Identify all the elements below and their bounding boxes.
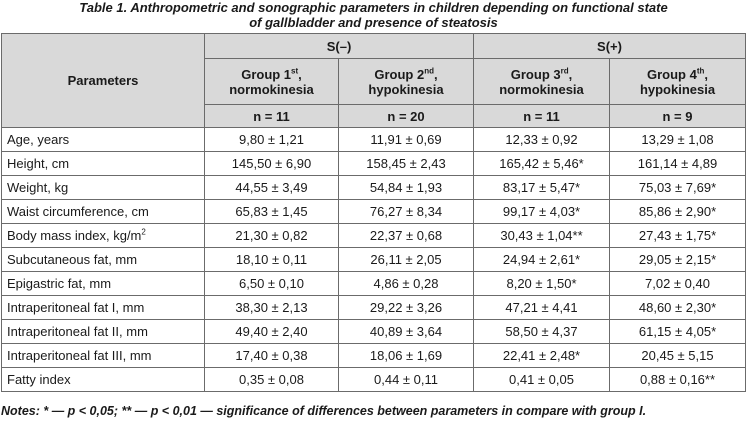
parameter-name: Epigastric fat, mm [1, 271, 205, 296]
value-cell: 0,44 ± 0,11 [338, 367, 474, 392]
value-cell: 54,84 ± 1,93 [338, 175, 474, 200]
parameter-name: Waist circumference, cm [1, 199, 205, 224]
group-n: n = 11 [204, 104, 339, 128]
value-cell: 7,02 ± 0,40 [608, 271, 747, 296]
group-n: n = 20 [338, 104, 474, 128]
value-cell: 145,50 ± 6,90 [204, 151, 339, 176]
header-row-n: n = 11 n = 20 n = 11 n = 9 [2, 104, 747, 128]
table-row: Body mass index, kg/m2 21,30 ± 0,82 22,37 … [1, 223, 747, 248]
value-cell: 29,05 ± 2,15* [608, 247, 747, 272]
value-cell: 11,91 ± 0,69 [338, 127, 474, 152]
table-row: Subcutaneous fat, mm 18,10 ± 0,11 26,11 ± … [1, 247, 747, 272]
value-cell: 49,40 ± 2,40 [204, 319, 339, 344]
caption-line-1: Table 1. Anthropometric and sonographic … [79, 0, 668, 15]
value-cell: 22,37 ± 0,68 [338, 223, 474, 248]
table-caption: Table 1. Anthropometric and sonographic … [0, 0, 747, 32]
table-row: Weight, kg 44,55 ± 3,49 54,84 ± 1,93 83,17 … [1, 175, 747, 200]
parameter-name: Weight, kg [1, 175, 205, 200]
value-cell: 0,88 ± 0,16** [608, 367, 747, 392]
caption-line-2: of gallbladder and presence of steatosis [249, 15, 498, 30]
s-minus-header: S(–) [204, 33, 474, 59]
value-cell: 27,43 ± 1,75* [608, 223, 747, 248]
table-row: Fatty index 0,35 ± 0,08 0,44 ± 0,11 0,41 ± … [1, 367, 747, 392]
value-cell: 65,83 ± 1,45 [204, 199, 339, 224]
group-header: Group 4th, hypokinesia [608, 58, 747, 105]
value-cell: 40,89 ± 3,64 [338, 319, 474, 344]
parameter-name: Fatty index [1, 367, 205, 392]
value-cell: 83,17 ± 5,47* [473, 175, 610, 200]
parameter-name: Body mass index, kg/m2 [1, 223, 205, 248]
value-cell: 17,40 ± 0,38 [204, 343, 339, 368]
table-row: Waist circumference, cm 65,83 ± 1,45 76,27… [1, 199, 747, 224]
group-header: Group 3rd, normokinesia [473, 58, 610, 105]
value-cell: 21,30 ± 0,82 [204, 223, 339, 248]
group-n: n = 11 [473, 104, 610, 128]
value-cell: 61,15 ± 4,05* [608, 319, 747, 344]
value-cell: 20,45 ± 5,15 [608, 343, 747, 368]
value-cell: 0,41 ± 0,05 [473, 367, 610, 392]
parameter-name: Subcutaneous fat, mm [1, 247, 205, 272]
value-cell: 85,86 ± 2,90* [608, 199, 747, 224]
group-header: Group 1st, normokinesia [204, 58, 339, 105]
value-cell: 8,20 ± 1,50* [473, 271, 610, 296]
value-cell: 30,43 ± 1,04** [473, 223, 610, 248]
value-cell: 158,45 ± 2,43 [338, 151, 474, 176]
table-row: Intraperitoneal fat II, mm 49,40 ± 2,40 40… [1, 319, 747, 344]
parameter-name: Age, years [1, 127, 205, 152]
table-header: Parameters S(–) S(+) Group 1st, normokine… [1, 33, 747, 128]
parameter-name: Intraperitoneal fat II, mm [1, 319, 205, 344]
table-row: Age, years 9,80 ± 1,21 11,91 ± 0,69 12,33 ±… [1, 127, 747, 152]
parameter-name: Intraperitoneal fat I, mm [1, 295, 205, 320]
value-cell: 99,17 ± 4,03* [473, 199, 610, 224]
value-cell: 4,86 ± 0,28 [338, 271, 474, 296]
parameter-name: Intraperitoneal fat III, mm [1, 343, 205, 368]
group-n: n = 9 [608, 104, 747, 128]
value-cell: 24,94 ± 2,61* [473, 247, 610, 272]
value-cell: 18,10 ± 0,11 [204, 247, 339, 272]
value-cell: 44,55 ± 3,49 [204, 175, 339, 200]
value-cell: 75,03 ± 7,69* [608, 175, 747, 200]
value-cell: 13,29 ± 1,08 [608, 127, 747, 152]
header-row-subgroups: Group 1st, normokinesia Group 2nd, hypokin… [2, 58, 747, 105]
header-row-groups: Parameters S(–) S(+) [1, 33, 747, 128]
value-cell: 76,27 ± 8,34 [338, 199, 474, 224]
value-cell: 9,80 ± 1,21 [204, 127, 339, 152]
value-cell: 18,06 ± 1,69 [338, 343, 474, 368]
value-cell: 47,21 ± 4,41 [473, 295, 610, 320]
table-row: Intraperitoneal fat III, mm 17,40 ± 0,38 1… [1, 343, 747, 368]
parameter-name: Height, cm [1, 151, 205, 176]
value-cell: 29,22 ± 3,26 [338, 295, 474, 320]
value-cell: 6,50 ± 0,10 [204, 271, 339, 296]
group-header: Group 2nd, hypokinesia [338, 58, 474, 105]
value-cell: 22,41 ± 2,48* [473, 343, 610, 368]
parameters-header: Parameters [1, 33, 205, 128]
value-cell: 26,11 ± 2,05 [338, 247, 474, 272]
value-cell: 38,30 ± 2,13 [204, 295, 339, 320]
value-cell: 165,42 ± 5,46* [473, 151, 610, 176]
s-plus-header: S(+) [472, 33, 747, 59]
value-cell: 0,35 ± 0,08 [204, 367, 339, 392]
value-cell: 12,33 ± 0,92 [473, 127, 610, 152]
value-cell: 48,60 ± 2,30* [608, 295, 747, 320]
table-row: Intraperitoneal fat I, mm 38,30 ± 2,13 29,… [1, 295, 747, 320]
table-notes: Notes: * — p < 0,05; ** — p < 0,01 — sig… [1, 404, 647, 418]
value-cell: 161,14 ± 4,89 [608, 151, 747, 176]
value-cell: 58,50 ± 4,37 [473, 319, 610, 344]
table-row: Epigastric fat, mm 6,50 ± 0,10 4,86 ± 0,28… [1, 271, 747, 296]
table-row: Height, cm 145,50 ± 6,90 158,45 ± 2,43 165,… [1, 151, 747, 176]
table-body: Age, years 9,80 ± 1,21 11,91 ± 0,69 12,33 ±… [1, 127, 747, 392]
data-table: Parameters S(–) S(+) Group 1st, normokine… [1, 33, 747, 392]
